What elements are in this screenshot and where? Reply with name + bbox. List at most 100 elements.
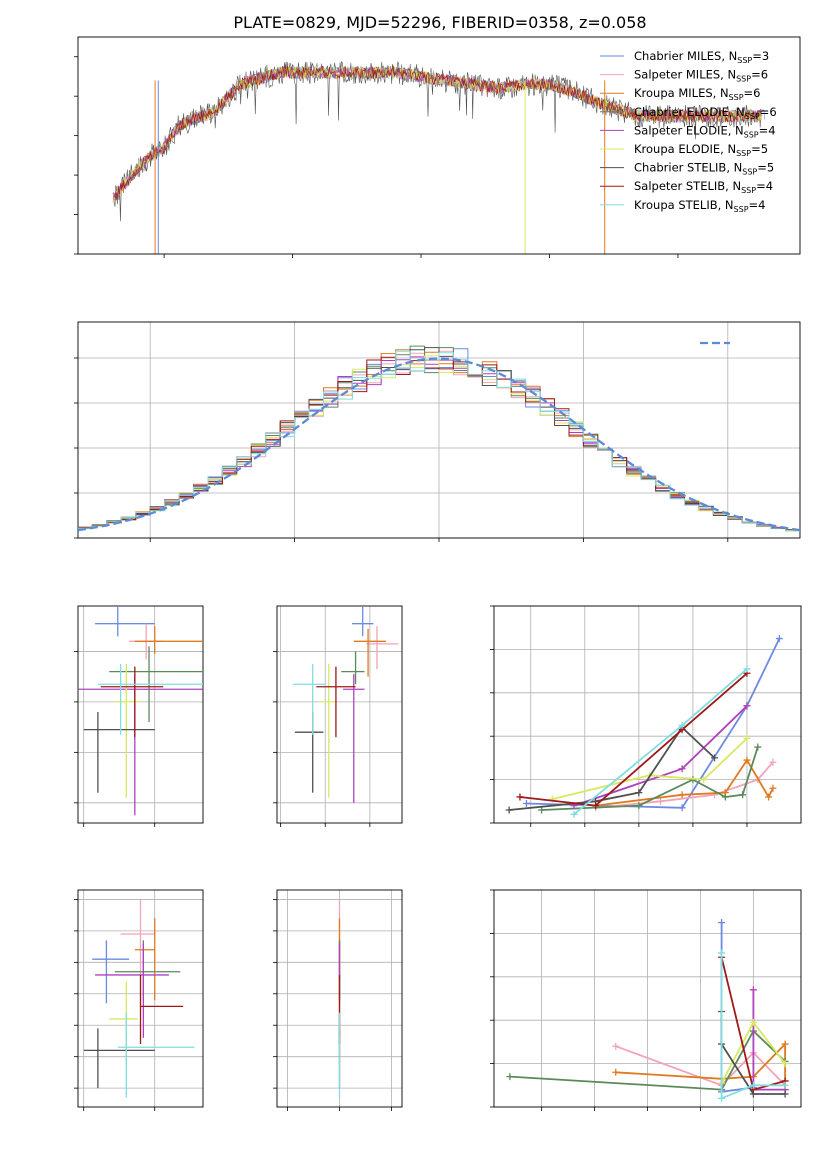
- legend-label: Salpeter ELODIE, N: [634, 123, 744, 137]
- weight-point-8-0: [570, 810, 578, 818]
- legend-entry-5: Kroupa ELODIE, NSSP=5: [634, 142, 768, 158]
- legend-tail: =4: [759, 123, 776, 137]
- legend-sub: SSP: [734, 205, 749, 214]
- legend-label: Kroupa MILES, N: [634, 86, 729, 100]
- legend-sub: SSP: [736, 75, 751, 84]
- legend-entry-0: Chabrier MILES, NSSP=3: [634, 49, 769, 65]
- legend-tail: =6: [751, 68, 768, 82]
- weight-point-3-0: [506, 1073, 514, 1081]
- weight-point-8-0: [718, 949, 726, 957]
- weight-point-2-4: [765, 793, 773, 801]
- axes-frame: [77, 36, 801, 255]
- weight-point-8-2: [743, 665, 751, 673]
- legend-entry-8: Kroupa STELIB, NSSP=4: [634, 198, 765, 214]
- weight-point-3-3: [721, 793, 729, 801]
- mass-vs-metallicity-panel: [74, 889, 204, 1111]
- legend-tail: =4: [756, 179, 773, 193]
- weight-point-6-3: [781, 1090, 789, 1098]
- legend-tail: =4: [749, 198, 766, 212]
- weight-point-8-1: [718, 1094, 726, 1102]
- weight-point-2-1: [678, 791, 686, 799]
- legend-tail: =5: [751, 142, 768, 156]
- weight-series-4: [573, 705, 748, 807]
- legend-label: Chabrier STELIB, N: [634, 161, 742, 175]
- weight-series-7: [519, 672, 748, 807]
- weight-series-8: [720, 952, 786, 1100]
- weight-point-2-3: [781, 1040, 789, 1048]
- weight-point-1-4: [769, 758, 777, 766]
- legend-entry-3: Chabrier ELODIE, NSSP=6: [634, 105, 777, 121]
- legend-entry-1: Salpeter MILES, NSSP=6: [634, 68, 768, 84]
- weight-point-7-1: [592, 802, 600, 810]
- weight-point-2-3: [743, 756, 751, 764]
- legend-label: Salpeter MILES, N: [634, 68, 736, 82]
- weight-point-0-0: [718, 919, 726, 927]
- weight-point-8-3: [781, 1081, 789, 1089]
- legend-label: Kroupa STELIB, N: [634, 198, 734, 212]
- axes-frame: [276, 605, 403, 824]
- legend-tail: =6: [744, 86, 761, 100]
- legend-label: Salpeter STELIB, N: [634, 179, 741, 193]
- weight-point-6-2: [635, 789, 643, 797]
- weight-series-3: [509, 1029, 786, 1091]
- legend-label: Kroupa ELODIE, N: [634, 142, 736, 156]
- legend-sub: SSP: [736, 149, 751, 158]
- residual-histogram-7: [78, 356, 800, 530]
- weight-point-0-3: [775, 635, 783, 643]
- weight-series-5: [552, 737, 748, 800]
- residual-histogram-6: [78, 347, 800, 531]
- weight-point-0-1: [678, 804, 686, 812]
- axes-frame: [77, 605, 204, 824]
- legend-sub: SSP: [729, 93, 744, 102]
- figure-title: PLATE=0829, MJD=52296, FIBERID=0358, z=0…: [233, 13, 646, 32]
- weight-point-4-2: [743, 702, 751, 710]
- legend-label: Chabrier MILES, N: [634, 49, 737, 63]
- weight-point-5-3: [743, 734, 751, 742]
- weight-point-5-1: [749, 1018, 757, 1026]
- legend-label: Chabrier ELODIE, N: [634, 105, 745, 119]
- weight-series-2: [595, 758, 774, 807]
- legend-sub: SSP: [745, 112, 760, 121]
- legend-entry-2: Kroupa MILES, NSSP=6: [634, 86, 760, 102]
- weight-point-2-0: [612, 1068, 620, 1076]
- weight-point-4-1: [678, 765, 686, 773]
- residual-histogram-8: [78, 350, 800, 531]
- weight-point-4-0: [749, 986, 757, 994]
- legend-tail: =5: [757, 161, 774, 175]
- weight-point-1-0: [612, 1042, 620, 1050]
- legend-tail: =3: [752, 49, 769, 63]
- axes-frame: [276, 889, 403, 1108]
- axes-frame: [77, 889, 204, 1108]
- spectrum-series-7: [114, 65, 762, 200]
- weight-point-3-1: [635, 802, 643, 810]
- weight-series-3: [541, 746, 759, 811]
- weight-vs-age-panel: [490, 605, 802, 827]
- weight-point-0-0: [522, 799, 530, 807]
- legend-entry-4: Salpeter ELODIE, NSSP=4: [634, 123, 776, 139]
- legend-sub: SSP: [744, 130, 759, 139]
- weight-point-3-4: [739, 791, 747, 799]
- weight-point-6-4: [711, 754, 719, 762]
- axes-frame: [493, 889, 802, 1108]
- weight-point-7-0: [516, 793, 524, 801]
- weight-point-3-0: [538, 806, 546, 814]
- weight-point-2-5: [769, 784, 777, 792]
- legend-sub: SSP: [741, 186, 756, 195]
- weight-point-8-2: [749, 1081, 757, 1089]
- spectrum-series-4: [113, 65, 762, 201]
- weight-point-3-5: [754, 743, 762, 751]
- age-vs-metallicity-panel: [74, 605, 204, 827]
- legend-tail: =6: [760, 105, 777, 119]
- legend-entry-7: Salpeter STELIB, NSSP=4: [634, 179, 773, 195]
- weight-point-8-1: [678, 721, 686, 729]
- age-vs-mass-panel: [273, 605, 403, 827]
- weight-series-4: [752, 989, 786, 1091]
- weight-point-1-1: [656, 797, 664, 805]
- weight-point-5-2: [700, 776, 708, 784]
- weight-point-6-0: [505, 806, 513, 814]
- legend-sub: SSP: [737, 56, 752, 65]
- weight-series-0: [526, 638, 781, 809]
- residual-histogram-panel: [74, 321, 801, 542]
